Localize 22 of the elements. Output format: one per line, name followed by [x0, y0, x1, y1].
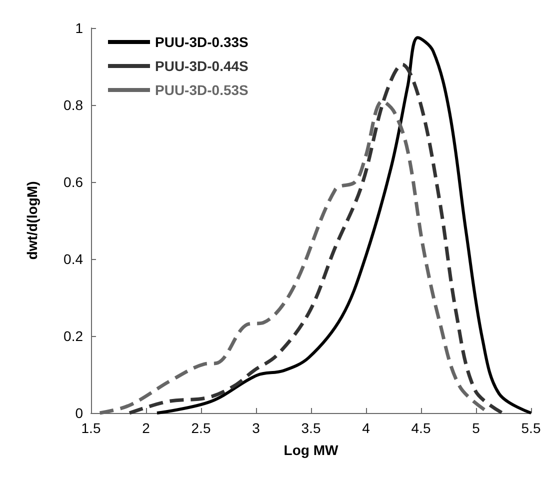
y-tick-label: 0.2: [64, 328, 84, 344]
legend-label: PUU-3D-0.44S: [155, 58, 248, 74]
legend-label: PUU-3D-0.53S: [155, 82, 248, 98]
x-tick-label: 3.5: [301, 420, 321, 436]
x-tick-label: 5.5: [521, 420, 541, 436]
x-tick-label: 3: [252, 420, 260, 436]
x-axis-title: Log MW: [284, 442, 339, 458]
line-series: [156, 36, 532, 414]
y-axis-title: dwt/d(logM): [24, 181, 40, 260]
x-tick-label: 2: [142, 420, 150, 436]
y-tick-label: 0.8: [64, 97, 84, 113]
x-tick-label: 1.5: [81, 420, 101, 436]
line-series: [128, 62, 504, 415]
y-tick-label: 1: [75, 20, 84, 36]
x-tick-label: 5: [472, 420, 480, 436]
x-tick-label: 4: [362, 420, 370, 436]
x-tick-label: 4.5: [411, 420, 431, 436]
y-tick-label: 0.4: [64, 251, 84, 267]
x-tick-label: 2.5: [191, 420, 211, 436]
y-tick-label: 0: [75, 405, 84, 421]
legend-label: PUU-3D-0.33S: [155, 34, 248, 50]
y-tick-label: 0.6: [64, 174, 84, 190]
